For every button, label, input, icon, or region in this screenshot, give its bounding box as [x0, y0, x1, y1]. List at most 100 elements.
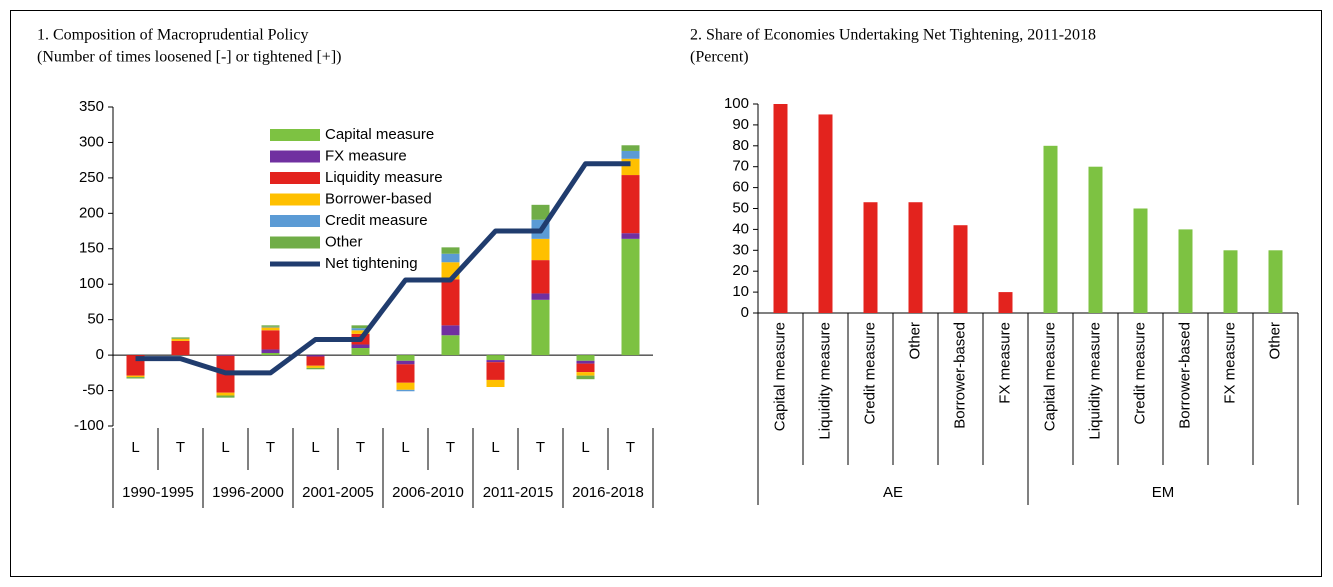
y-tick-label: 150	[79, 240, 104, 257]
bar	[351, 328, 370, 331]
chart-subtitle: (Percent)	[690, 49, 749, 66]
x-tick-label: Liquidity measure	[1086, 322, 1103, 440]
bar	[486, 360, 505, 363]
x-tick-label: T	[176, 439, 185, 456]
chart-title: 1. Composition of Macroprudential Policy	[37, 27, 309, 44]
x-tick-label: Other	[1266, 322, 1283, 360]
bar	[171, 338, 190, 341]
bar	[953, 225, 968, 313]
bar	[171, 337, 190, 339]
legend-swatch	[270, 236, 320, 249]
y-tick-label: 30	[732, 241, 749, 258]
x-tick-label: L	[131, 439, 139, 456]
y-tick-label: 90	[732, 116, 749, 133]
bar	[486, 362, 505, 380]
chart-subtitle: (Number of times loosened [-] or tighten…	[37, 49, 341, 66]
legend-label: Net tightening	[325, 255, 418, 272]
bar	[818, 114, 833, 313]
bar	[396, 389, 415, 392]
bar	[306, 367, 325, 370]
line	[135, 161, 631, 376]
bar	[126, 375, 145, 378]
bar	[261, 330, 280, 350]
bar	[351, 330, 370, 334]
y-tick-label: -50	[82, 382, 104, 399]
bar	[908, 202, 923, 313]
bar	[621, 238, 640, 356]
x-tick-label: Borrower-based	[951, 322, 968, 429]
y-tick-label: 200	[79, 204, 104, 221]
bar	[576, 363, 595, 373]
bar	[261, 327, 280, 331]
y-tick-label: 50	[732, 199, 749, 216]
bar	[576, 360, 595, 364]
bar	[396, 360, 415, 365]
bar	[306, 356, 325, 366]
frame	[10, 10, 1322, 577]
y-tick-label: 350	[79, 98, 104, 115]
y-tick-label: 100	[724, 95, 749, 112]
bar	[531, 204, 550, 220]
bar	[1088, 166, 1103, 313]
y-tick-label: 0	[96, 346, 104, 363]
bar	[486, 355, 505, 361]
x-tick-label: T	[356, 439, 365, 456]
period-label: 2001-2005	[302, 484, 374, 501]
y-tick-label: -100	[74, 417, 104, 434]
period-label: 1996-2000	[212, 484, 284, 501]
legend-swatch	[270, 172, 320, 184]
y-tick-label: 70	[732, 158, 749, 175]
bar	[351, 325, 370, 329]
x-tick-label: T	[626, 439, 635, 456]
y-tick-label: 0	[741, 304, 749, 321]
x-tick-label: FX measure	[996, 322, 1013, 404]
bar	[171, 340, 190, 356]
bar	[1268, 250, 1283, 313]
bar	[261, 325, 280, 327]
bar	[621, 175, 640, 234]
legend-swatch	[270, 150, 320, 163]
x-tick-label: L	[401, 439, 409, 456]
x-tick-label: Borrower-based	[1176, 322, 1193, 429]
bar	[531, 299, 550, 356]
bar	[1223, 250, 1238, 313]
legend-label: FX measure	[325, 147, 407, 164]
period-label: 2006-2010	[392, 484, 464, 501]
bar	[531, 260, 550, 294]
bar	[998, 292, 1013, 313]
legend-label: Other	[325, 233, 363, 250]
group-label: EM	[1152, 484, 1175, 501]
x-tick-label: L	[221, 439, 229, 456]
y-tick-label: 60	[732, 179, 749, 196]
bar	[531, 238, 550, 261]
bar	[441, 279, 460, 326]
bar	[441, 247, 460, 254]
bar	[576, 355, 595, 361]
x-tick-label: L	[491, 439, 499, 456]
bar	[1043, 145, 1058, 313]
bar	[531, 293, 550, 300]
period-label: 1990-1995	[122, 484, 194, 501]
x-tick-label: Capital measure	[1041, 322, 1058, 431]
bar	[261, 349, 280, 353]
y-tick-label: 300	[79, 133, 104, 150]
x-tick-label: L	[311, 439, 319, 456]
bar	[576, 375, 595, 380]
x-tick-label: Liquidity measure	[816, 322, 833, 440]
bar	[396, 382, 415, 390]
chart-title: 2. Share of Economies Undertaking Net Ti…	[690, 27, 1096, 44]
bar	[773, 104, 788, 313]
x-tick-label: FX measure	[1221, 322, 1238, 404]
y-tick-label: 20	[732, 262, 749, 279]
bar	[261, 352, 280, 356]
x-tick-label: T	[536, 439, 545, 456]
bar	[621, 158, 640, 176]
legend-swatch	[270, 215, 320, 227]
bar	[216, 395, 235, 398]
y-tick-label: 40	[732, 220, 749, 237]
bar	[351, 348, 370, 356]
period-label: 2016-2018	[572, 484, 644, 501]
x-tick-label: Other	[906, 322, 923, 360]
x-tick-label: Capital measure	[771, 322, 788, 431]
x-tick-label: T	[266, 439, 275, 456]
